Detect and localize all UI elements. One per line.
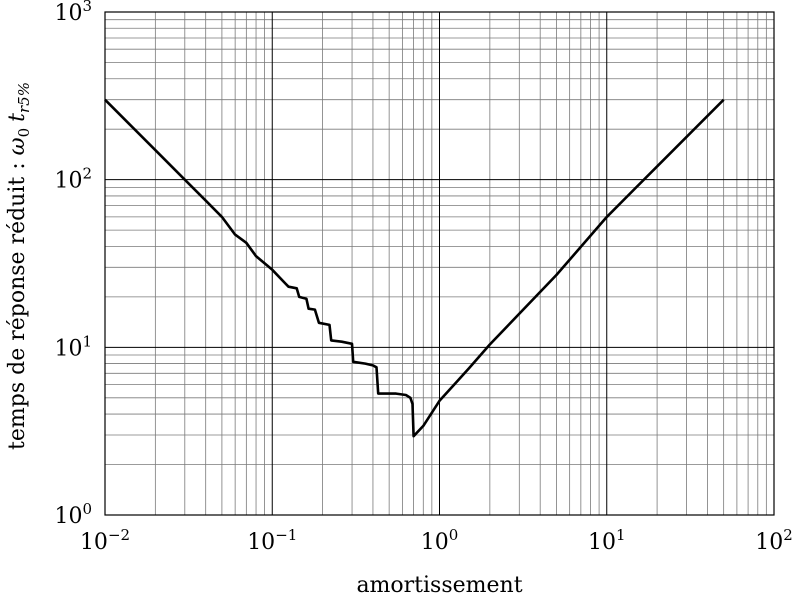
y-axis-label-omega-sub: 0 <box>15 128 33 138</box>
x-axis-label: amortissement <box>356 573 522 595</box>
x-tick-label: 10−1 <box>247 526 297 555</box>
y-tick-labels: 100 101 102 103 <box>54 0 92 529</box>
y-tick-label: 100 <box>54 500 92 529</box>
plot-frame <box>104 11 775 516</box>
y-axis-label-t: t <box>5 113 30 122</box>
y-tick-label: 102 <box>54 165 92 194</box>
x-tick-label: 10−2 <box>80 526 130 555</box>
y-axis-label-omega: ω <box>5 137 30 155</box>
x-tick-label: 101 <box>588 526 626 555</box>
y-tick-label: 101 <box>54 332 92 361</box>
x-tick-label: 102 <box>755 526 793 555</box>
y-axis-label-t-sub: r5% <box>15 82 33 113</box>
x-tick-labels: 10−2 10−1 100 101 102 <box>80 526 793 555</box>
x-tick-label: 100 <box>421 526 459 555</box>
y-tick-label: 103 <box>54 0 92 26</box>
y-axis-label-text: temps de réponse réduit : <box>5 155 30 450</box>
grid <box>104 11 775 516</box>
series-curve-group <box>104 98 725 438</box>
series-line-0 <box>104 98 725 438</box>
y-axis-label: temps de réponse réduit : ω0 tr5% <box>5 82 33 450</box>
